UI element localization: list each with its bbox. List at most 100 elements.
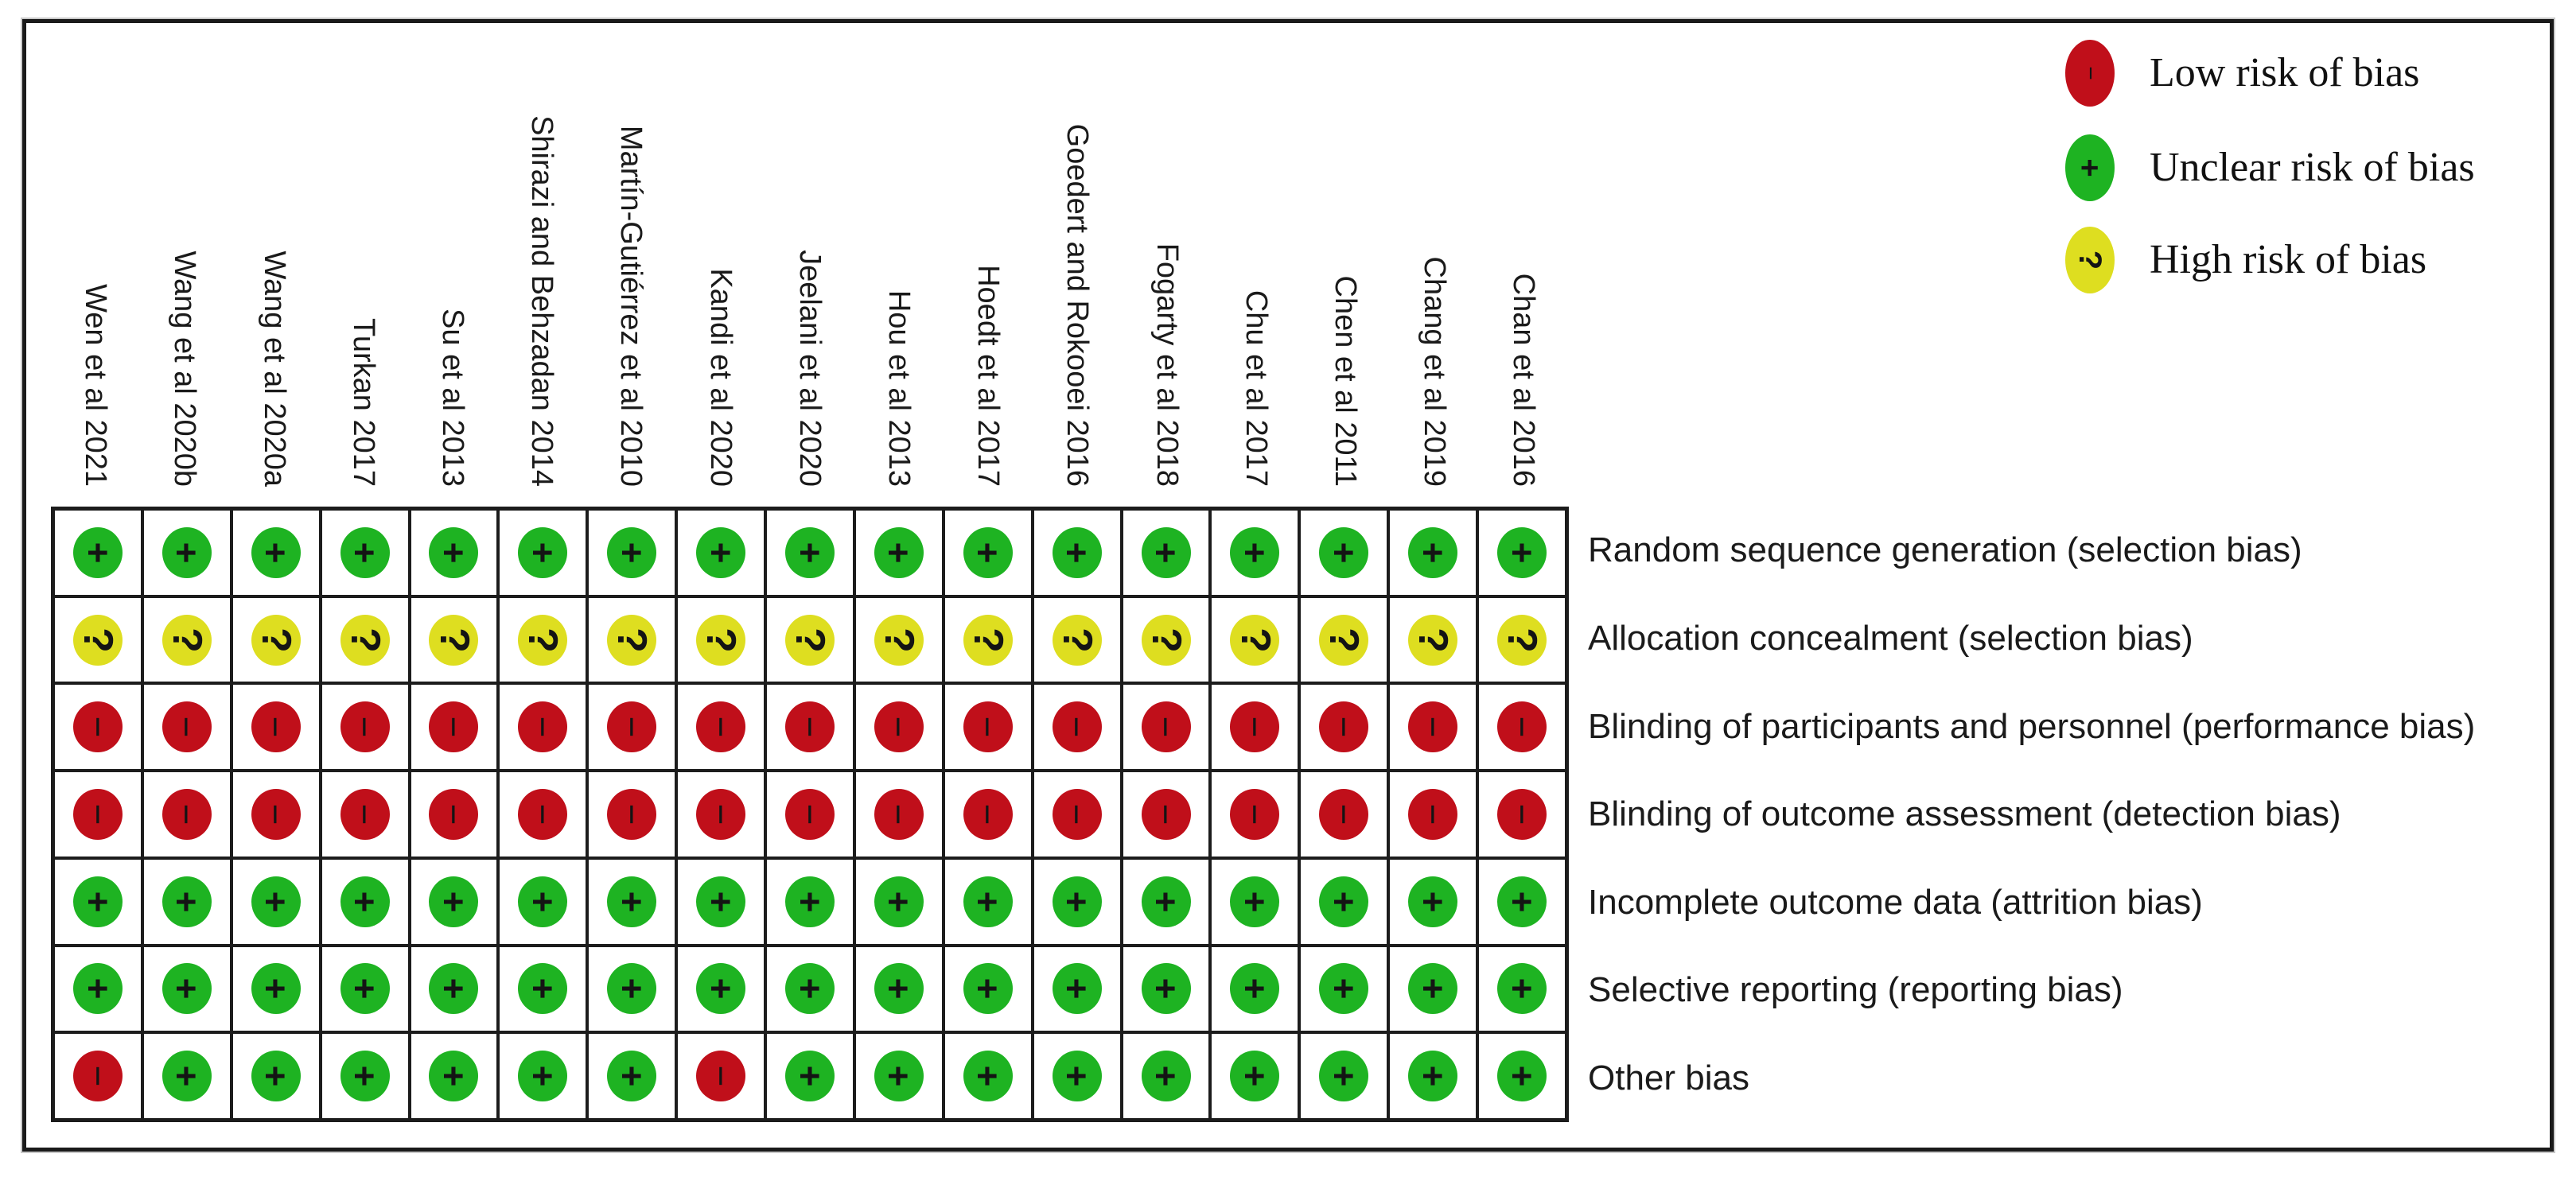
plus-judgment-icon: + xyxy=(1408,1051,1458,1102)
legend-plus-icon: + xyxy=(2065,134,2115,201)
judgment-cell: − xyxy=(765,771,854,858)
plus-judgment-icon: + xyxy=(340,526,390,578)
plus-judgment-icon: + xyxy=(1408,526,1458,578)
column-header-study: Chu et al 2017 xyxy=(1239,289,1273,487)
plus-judgment-icon: + xyxy=(1052,526,1102,578)
plus-judgment-icon: + xyxy=(1497,963,1547,1015)
row-label-bias-domain: Selective reporting (reporting bias) xyxy=(1588,970,2123,1010)
question-judgment-icon: ? xyxy=(784,614,835,666)
plus-judgment-icon: + xyxy=(161,1051,212,1102)
judgment-cell: − xyxy=(1210,683,1300,771)
judgment-cell: ? xyxy=(231,596,321,684)
minus-judgment-icon: − xyxy=(1408,701,1458,753)
judgment-cell: + xyxy=(1299,945,1389,1033)
judgment-cell: − xyxy=(943,771,1033,858)
legend-label: Unclear risk of bias xyxy=(2150,145,2475,190)
judgment-cell: + xyxy=(1121,945,1211,1033)
minus-judgment-icon: − xyxy=(1052,788,1102,840)
plus-judgment-icon: + xyxy=(1052,963,1102,1015)
question-judgment-icon: ? xyxy=(607,614,657,666)
question-judgment-icon: ? xyxy=(1319,614,1369,666)
judgment-cell: + xyxy=(498,1032,588,1120)
minus-judgment-icon: − xyxy=(1230,788,1280,840)
judgment-cell: + xyxy=(854,945,944,1033)
minus-judgment-icon: − xyxy=(784,701,835,753)
question-judgment-icon: ? xyxy=(72,614,123,666)
plus-judgment-icon: + xyxy=(607,526,657,578)
plus-judgment-icon: + xyxy=(1141,963,1191,1015)
column-header-study: Chen et al 2011 xyxy=(1328,275,1362,488)
minus-judgment-icon: − xyxy=(518,701,568,753)
minus-judgment-icon: − xyxy=(874,788,924,840)
judgment-cell: − xyxy=(676,771,766,858)
legend-question-icon: ? xyxy=(2065,227,2115,293)
judgment-cell: + xyxy=(320,857,410,946)
plus-judgment-icon: + xyxy=(874,963,924,1015)
plus-judgment-icon: + xyxy=(784,526,835,578)
judgment-cell: + xyxy=(1210,1032,1300,1120)
minus-judgment-icon: − xyxy=(963,701,1013,753)
judgment-cell: + xyxy=(231,945,321,1033)
judgment-cell: − xyxy=(498,683,588,771)
question-judgment-icon: ? xyxy=(429,614,479,666)
plus-judgment-icon: + xyxy=(1230,526,1280,578)
column-header-study: Hou et al 2013 xyxy=(881,289,916,487)
plus-judgment-icon: + xyxy=(518,876,568,927)
judgment-cell: + xyxy=(1299,857,1389,946)
judgment-cell: + xyxy=(765,857,854,946)
minus-judgment-icon: − xyxy=(1319,788,1369,840)
minus-judgment-icon: − xyxy=(518,788,568,840)
judgment-cell: ? xyxy=(142,596,232,684)
question-judgment-icon: ? xyxy=(1230,614,1280,666)
judgment-cell: − xyxy=(1032,683,1122,771)
judgment-cell: ? xyxy=(1477,596,1566,684)
question-judgment-icon: ? xyxy=(251,614,301,666)
judgment-cell: + xyxy=(142,509,232,596)
judgment-cell: ? xyxy=(765,596,854,684)
judgment-cell: − xyxy=(53,1032,142,1120)
question-judgment-icon: ? xyxy=(696,614,746,666)
column-header-study: Wang et al 2020b xyxy=(168,251,202,487)
judgment-cell: + xyxy=(1388,509,1478,596)
judgment-cell: − xyxy=(676,1032,766,1120)
judgment-cell: + xyxy=(1210,945,1300,1033)
judgment-cell: − xyxy=(142,683,232,771)
judgment-cell: + xyxy=(53,509,142,596)
judgment-cell: + xyxy=(1210,857,1300,946)
judgment-cell: + xyxy=(1032,1032,1122,1120)
judgment-cell: + xyxy=(854,509,944,596)
minus-judgment-icon: − xyxy=(607,788,657,840)
judgment-cell: + xyxy=(320,509,410,596)
plus-judgment-icon: + xyxy=(251,963,301,1015)
judgment-cell: + xyxy=(587,509,677,596)
plus-judgment-icon: + xyxy=(784,876,835,927)
plus-judgment-icon: + xyxy=(874,1051,924,1102)
row-label-bias-domain: Blinding of outcome assessment (detectio… xyxy=(1588,794,2341,834)
column-header-study: Martín-Gutiérrez et al 2010 xyxy=(614,125,648,487)
judgment-cell: + xyxy=(943,1032,1033,1120)
judgment-cell: ? xyxy=(1032,596,1122,684)
minus-judgment-icon: − xyxy=(1497,788,1547,840)
plus-judgment-icon: + xyxy=(1141,876,1191,927)
judgment-cell: + xyxy=(409,509,499,596)
judgment-cell: + xyxy=(142,857,232,946)
judgment-cell: + xyxy=(587,1032,677,1120)
plus-judgment-icon: + xyxy=(340,876,390,927)
row-label-bias-domain: Incomplete outcome data (attrition bias) xyxy=(1588,882,2203,922)
column-header-study: Fogarty et al 2018 xyxy=(1150,243,1184,487)
minus-judgment-icon: − xyxy=(429,788,479,840)
column-header-study: Wen et al 2021 xyxy=(79,284,113,487)
plus-judgment-icon: + xyxy=(72,963,123,1015)
judgment-cell: + xyxy=(1032,509,1122,596)
column-header-study: Chang et al 2019 xyxy=(1418,256,1452,487)
minus-judgment-icon: − xyxy=(72,701,123,753)
plus-judgment-icon: + xyxy=(1230,963,1280,1015)
plus-judgment-icon: + xyxy=(963,876,1013,927)
plus-judgment-icon: + xyxy=(696,963,746,1015)
question-judgment-icon: ? xyxy=(161,614,212,666)
judgment-cell: + xyxy=(1388,945,1478,1033)
judgment-cell: − xyxy=(53,771,142,858)
judgment-cell: + xyxy=(1121,1032,1211,1120)
judgment-cell: − xyxy=(320,771,410,858)
